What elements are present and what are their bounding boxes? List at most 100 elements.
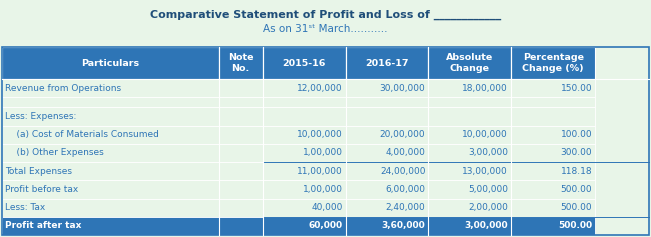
- Text: 40,000: 40,000: [311, 203, 342, 212]
- Text: Profit before tax: Profit before tax: [5, 185, 78, 194]
- Bar: [511, 79, 595, 97]
- Text: 5,00,000: 5,00,000: [468, 185, 508, 194]
- Bar: [511, 217, 595, 235]
- Bar: [511, 107, 595, 126]
- Bar: [511, 180, 595, 199]
- Text: 10,00,000: 10,00,000: [462, 130, 508, 139]
- Text: 13,00,000: 13,00,000: [462, 167, 508, 176]
- Bar: [219, 47, 263, 79]
- Text: Less: Expenses:: Less: Expenses:: [5, 112, 76, 121]
- Text: (a) Cost of Materials Consumed: (a) Cost of Materials Consumed: [5, 130, 159, 139]
- Text: Percentage
Change (%): Percentage Change (%): [523, 53, 584, 73]
- Bar: [428, 126, 511, 144]
- Bar: [511, 199, 595, 217]
- Text: 4,00,000: 4,00,000: [385, 148, 425, 157]
- Bar: [2, 162, 219, 180]
- Bar: [263, 79, 346, 97]
- Bar: [219, 162, 263, 180]
- Bar: [346, 144, 428, 162]
- Text: As on 31ˢᵗ March...........: As on 31ˢᵗ March...........: [263, 24, 388, 34]
- Text: 1,00,000: 1,00,000: [303, 148, 342, 157]
- Text: Particulars: Particulars: [81, 59, 139, 68]
- Text: 12,00,000: 12,00,000: [297, 84, 342, 93]
- Text: 3,00,000: 3,00,000: [465, 221, 508, 230]
- Text: 3,00,000: 3,00,000: [468, 148, 508, 157]
- Bar: [2, 79, 219, 97]
- Bar: [428, 97, 511, 107]
- Text: 6,00,000: 6,00,000: [385, 185, 425, 194]
- Bar: [511, 126, 595, 144]
- Bar: [219, 180, 263, 199]
- Bar: [346, 47, 428, 79]
- Text: 1,00,000: 1,00,000: [303, 185, 342, 194]
- Text: Revenue from Operations: Revenue from Operations: [5, 84, 121, 93]
- Text: (b) Other Expenses: (b) Other Expenses: [5, 148, 104, 157]
- Bar: [2, 217, 219, 235]
- Bar: [2, 199, 219, 217]
- Bar: [428, 180, 511, 199]
- Bar: [263, 97, 346, 107]
- Bar: [2, 47, 219, 79]
- Bar: [511, 144, 595, 162]
- Text: 24,00,000: 24,00,000: [380, 167, 425, 176]
- Text: 20,00,000: 20,00,000: [380, 130, 425, 139]
- Text: Profit after tax: Profit after tax: [5, 221, 81, 230]
- Text: Total Expenses: Total Expenses: [5, 167, 72, 176]
- Bar: [428, 144, 511, 162]
- Bar: [428, 217, 511, 235]
- Bar: [263, 144, 346, 162]
- Text: Comparative Statement of Profit and Loss of ____________: Comparative Statement of Profit and Loss…: [150, 10, 501, 20]
- Text: 500.00: 500.00: [561, 203, 592, 212]
- Text: 10,00,000: 10,00,000: [297, 130, 342, 139]
- Bar: [511, 162, 595, 180]
- Text: 500.00: 500.00: [561, 185, 592, 194]
- Bar: [346, 126, 428, 144]
- Bar: [346, 107, 428, 126]
- Text: 150.00: 150.00: [561, 84, 592, 93]
- Bar: [263, 107, 346, 126]
- Bar: [219, 144, 263, 162]
- Bar: [219, 79, 263, 97]
- Bar: [346, 79, 428, 97]
- Bar: [2, 144, 219, 162]
- Bar: [219, 97, 263, 107]
- Text: Note
No.: Note No.: [228, 53, 253, 73]
- Bar: [346, 217, 428, 235]
- Bar: [346, 162, 428, 180]
- Text: 2015-16: 2015-16: [283, 59, 326, 68]
- Text: 2016-17: 2016-17: [365, 59, 409, 68]
- Bar: [346, 180, 428, 199]
- Text: 2,00,000: 2,00,000: [468, 203, 508, 212]
- Bar: [2, 47, 649, 235]
- Text: 100.00: 100.00: [561, 130, 592, 139]
- Bar: [219, 107, 263, 126]
- Text: 500.00: 500.00: [558, 221, 592, 230]
- Text: 2,40,000: 2,40,000: [385, 203, 425, 212]
- Bar: [346, 199, 428, 217]
- Bar: [263, 162, 346, 180]
- Bar: [2, 180, 219, 199]
- Bar: [263, 126, 346, 144]
- Text: 60,000: 60,000: [309, 221, 342, 230]
- Text: 11,00,000: 11,00,000: [297, 167, 342, 176]
- Text: Absolute
Change: Absolute Change: [446, 53, 493, 73]
- Text: 30,00,000: 30,00,000: [380, 84, 425, 93]
- Bar: [263, 199, 346, 217]
- Bar: [511, 47, 595, 79]
- Bar: [428, 199, 511, 217]
- Text: Less: Tax: Less: Tax: [5, 203, 46, 212]
- Bar: [2, 126, 219, 144]
- Bar: [2, 97, 219, 107]
- Text: 118.18: 118.18: [561, 167, 592, 176]
- Text: 300.00: 300.00: [561, 148, 592, 157]
- Bar: [346, 97, 428, 107]
- Bar: [263, 217, 346, 235]
- Bar: [2, 107, 219, 126]
- Bar: [428, 107, 511, 126]
- Text: 18,00,000: 18,00,000: [462, 84, 508, 93]
- Bar: [428, 162, 511, 180]
- Text: 3,60,000: 3,60,000: [381, 221, 425, 230]
- Bar: [219, 126, 263, 144]
- Bar: [428, 47, 511, 79]
- Bar: [428, 79, 511, 97]
